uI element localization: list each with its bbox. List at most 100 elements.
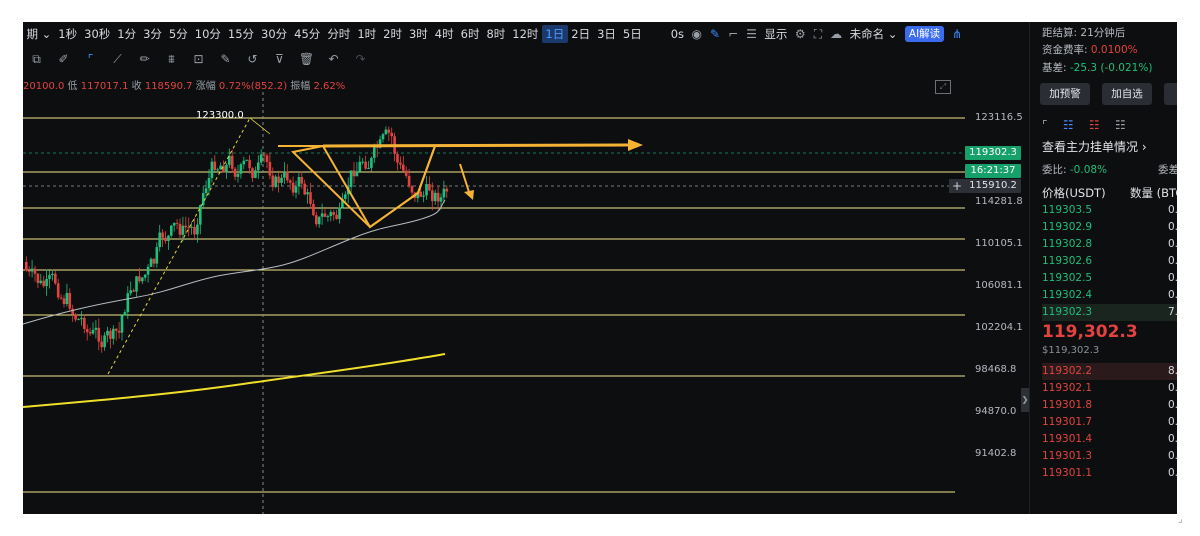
candle-body[interactable] — [277, 176, 280, 183]
candle-body[interactable] — [42, 280, 45, 287]
candle-body[interactable] — [71, 308, 74, 315]
candle-body[interactable] — [126, 293, 130, 313]
candle-body[interactable] — [233, 168, 237, 177]
candle-body[interactable] — [164, 237, 167, 242]
candle-body[interactable] — [190, 226, 193, 228]
candle-body[interactable] — [59, 297, 63, 299]
expand-icon[interactable]: ⤢ — [935, 80, 951, 94]
view-list-icon[interactable]: ☷ — [1114, 118, 1126, 132]
pen-icon[interactable]: ✎ — [710, 27, 721, 41]
candle-body[interactable] — [146, 266, 150, 275]
candle-body[interactable] — [315, 215, 318, 225]
candle-body[interactable] — [404, 170, 408, 176]
candle-body[interactable] — [312, 203, 315, 216]
candle-body[interactable] — [170, 225, 173, 236]
add-alert-button[interactable]: 加预警 — [1040, 83, 1090, 105]
note-icon[interactable]: ✎ — [220, 52, 231, 66]
candle-body[interactable] — [387, 129, 391, 133]
candle-body[interactable] — [109, 330, 112, 339]
candle-body[interactable] — [178, 223, 182, 235]
candle-body[interactable] — [445, 188, 449, 192]
candle-body[interactable] — [199, 205, 202, 225]
candle-body[interactable] — [120, 315, 124, 333]
candle-body[interactable] — [51, 273, 54, 276]
pencil-icon[interactable]: ✏ — [139, 52, 150, 66]
candle-body[interactable] — [143, 274, 147, 278]
candle-body[interactable] — [245, 159, 248, 161]
candle-body[interactable] — [103, 335, 106, 348]
candle-body[interactable] — [259, 154, 263, 163]
candle-body[interactable] — [286, 171, 289, 181]
timeframe-option[interactable]: 15分 — [227, 27, 255, 41]
candle-body[interactable] — [355, 171, 359, 177]
candle-body[interactable] — [257, 162, 260, 171]
candle-body[interactable] — [410, 186, 414, 193]
candle-body[interactable] — [358, 161, 362, 172]
candle-body[interactable] — [175, 222, 179, 224]
candle-body[interactable] — [25, 262, 28, 271]
timeframe-option[interactable]: 12时 — [512, 27, 539, 41]
candle-body[interactable] — [378, 139, 382, 148]
candle-body[interactable] — [135, 276, 138, 292]
timeframe-option[interactable]: 1日 — [541, 25, 568, 43]
main-orders-link[interactable]: 查看主力挂单情况 › — [1042, 140, 1147, 154]
candle-body[interactable] — [230, 155, 234, 169]
candle-body[interactable] — [390, 132, 393, 137]
ruler-icon[interactable]: ⟋ — [113, 51, 122, 66]
candle-body[interactable] — [138, 276, 141, 282]
candle-body[interactable] — [251, 168, 254, 178]
candle-body[interactable] — [88, 332, 92, 334]
candle-body[interactable] — [74, 314, 77, 320]
candle-body[interactable] — [56, 283, 60, 298]
timeframe-option[interactable]: 2时 — [383, 27, 402, 41]
undo-icon[interactable]: ↶ — [328, 52, 339, 66]
candle-body[interactable] — [323, 213, 327, 217]
candle-body[interactable] — [149, 258, 153, 267]
candle-body[interactable] — [187, 227, 190, 229]
candle-body[interactable] — [155, 247, 159, 264]
seconds-toggle[interactable]: 0s — [670, 27, 685, 41]
timeframe-option[interactable]: 30分 — [261, 27, 288, 41]
bid-row[interactable]: 119302.6 0. — [1042, 253, 1177, 270]
candle-body[interactable] — [416, 191, 420, 199]
candle-body[interactable] — [97, 327, 101, 342]
candle-body[interactable] — [280, 177, 283, 183]
ai-button[interactable]: AI解读 — [904, 26, 945, 42]
redo-icon[interactable]: ↷ — [355, 52, 366, 66]
camera-icon[interactable]: ◉ — [691, 27, 703, 41]
more-button[interactable] — [1164, 83, 1177, 105]
timeframe-option[interactable]: 2日 — [571, 27, 591, 41]
candle-body[interactable] — [213, 161, 217, 171]
candle-body[interactable] — [222, 165, 225, 173]
candle-body[interactable] — [381, 134, 385, 140]
candle-body[interactable] — [184, 225, 188, 228]
candle-body[interactable] — [349, 170, 353, 188]
share-icon[interactable]: ⋔ — [952, 27, 963, 41]
timeframe-option[interactable]: 45分 — [294, 27, 321, 41]
candle-body[interactable] — [442, 188, 446, 198]
view-bids-icon[interactable]: ☷ — [1062, 118, 1074, 132]
candle-body[interactable] — [201, 193, 205, 206]
candle-body[interactable] — [181, 225, 185, 235]
candle-body[interactable] — [248, 159, 251, 169]
candle-body[interactable] — [152, 258, 156, 264]
candle-body[interactable] — [431, 190, 434, 202]
candle-body[interactable] — [262, 154, 266, 156]
candle-body[interactable] — [172, 222, 176, 226]
candle-body[interactable] — [320, 213, 324, 217]
candle-body[interactable] — [317, 216, 321, 225]
candle-body[interactable] — [332, 212, 335, 215]
candle-body[interactable] — [62, 298, 66, 305]
bid-row[interactable]: 119302.5 0. — [1042, 270, 1177, 287]
candle-body[interactable] — [329, 212, 333, 217]
bid-row[interactable]: 119302.9 0. — [1042, 219, 1177, 236]
candle-body[interactable] — [158, 232, 161, 248]
candle-body[interactable] — [341, 198, 344, 208]
list-icon[interactable]: ☰ — [746, 27, 757, 41]
candle-body[interactable] — [407, 175, 411, 187]
timeframe-option[interactable]: 1秒 — [58, 27, 78, 41]
candle-body[interactable] — [207, 177, 211, 189]
panel-collapse-handle[interactable]: ❯ — [1021, 388, 1029, 412]
candle-body[interactable] — [335, 214, 338, 219]
candle-body[interactable] — [94, 327, 98, 330]
